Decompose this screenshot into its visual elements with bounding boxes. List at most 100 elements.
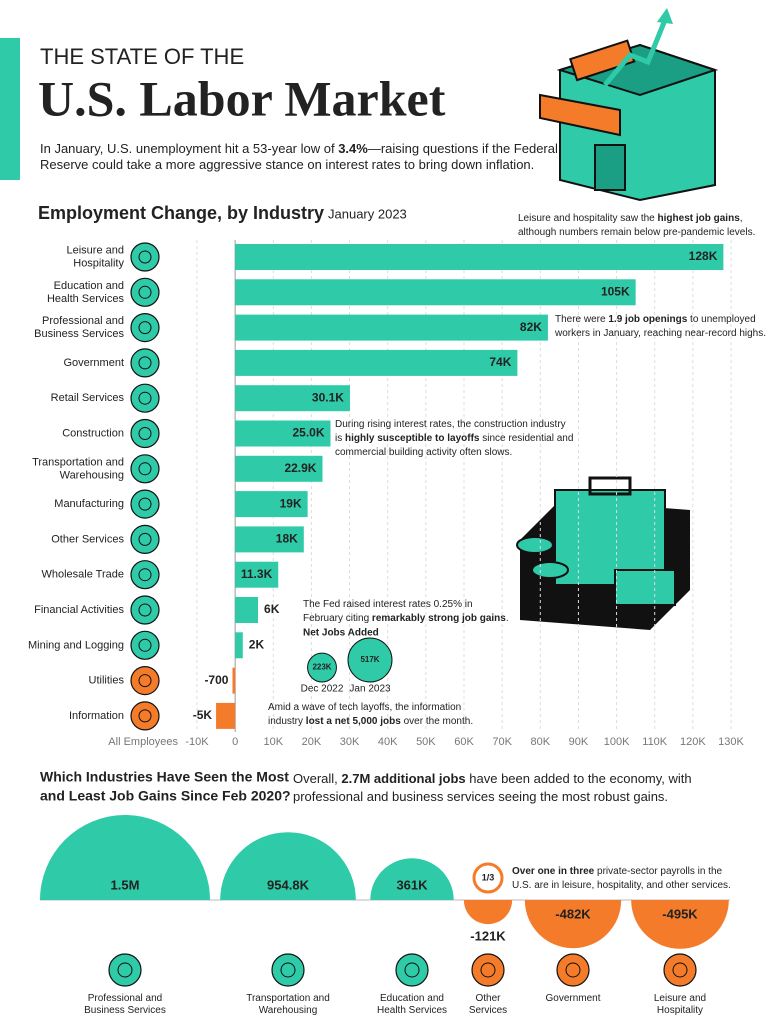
category-icon	[130, 383, 160, 413]
callout-badge	[472, 862, 504, 894]
callout-text: Over one in three private-sector payroll…	[512, 866, 723, 877]
category-label: Construction	[62, 427, 124, 439]
x-tick-label: 70K	[492, 736, 512, 748]
bar	[235, 420, 331, 447]
annotation-part: During rising interest rates, the constr…	[335, 419, 566, 430]
callout-text: U.S. are in leisure, hospitality, and ot…	[512, 880, 731, 891]
category-line: Education and	[380, 993, 444, 1004]
chart-title: Employment Change, by Industry	[38, 203, 324, 223]
category-icon-inner	[138, 321, 152, 335]
value-label: 74K	[489, 355, 511, 369]
category-line: Retail Services	[51, 392, 125, 404]
bubble	[307, 652, 337, 683]
chart-title: and Least Job Gains Since Feb 2020?	[40, 788, 291, 804]
category-icon-inner	[138, 603, 152, 617]
x-tick-label: 50K	[416, 736, 436, 748]
bar	[235, 526, 304, 553]
category-line: Other	[475, 993, 501, 1004]
value-label: -700	[204, 673, 228, 687]
bar	[235, 314, 548, 341]
value-label: 82K	[520, 320, 542, 334]
annotation-part: February citing	[303, 613, 372, 624]
category-line: Leisure and	[654, 993, 706, 1004]
annotation: although numbers remain below pre-pandem…	[518, 227, 755, 238]
category-label: Jan 2023	[349, 684, 391, 695]
category-label: Professional and Business Services	[84, 993, 166, 1016]
callout-text-part: U.S. are in leisure, hospitality, and ot…	[512, 880, 731, 891]
x-tick-label: 0	[232, 736, 238, 748]
x-axis-label: All Employees	[108, 736, 178, 748]
category-line: Professional and	[88, 993, 163, 1004]
category-icon-inner	[138, 391, 152, 405]
category-icon-inner	[138, 638, 152, 652]
annotation-part: .	[506, 613, 509, 624]
category-label: Government	[63, 357, 124, 369]
x-tick-label: 60K	[454, 736, 474, 748]
annotation-part: 1.9 job openings	[608, 314, 687, 325]
category-label: Professional and Business Services	[34, 315, 124, 340]
value-label: 128K	[689, 249, 718, 263]
category-line: Information	[69, 710, 124, 722]
category-label: Information	[69, 710, 124, 722]
accent-bar	[0, 38, 20, 180]
category-icon	[271, 953, 305, 987]
category-line: Construction	[62, 427, 124, 439]
value-label: 6K	[264, 602, 280, 616]
semicircle	[220, 832, 356, 900]
category-label: Mining and Logging	[28, 639, 124, 651]
annotation-part: Leisure and hospitality saw the	[518, 213, 658, 224]
intro-line-part: 3.4%	[338, 141, 368, 156]
chart-subtitle-part: 2.7M additional jobs	[341, 771, 465, 786]
annotation: workers in January, reaching near-record…	[554, 328, 766, 339]
value-label: 11.3K	[241, 567, 273, 581]
intro-line-part: In January, U.S. unemployment hit a 53-y…	[40, 141, 338, 156]
category-icon	[108, 953, 142, 987]
category-line: Transportation and	[246, 993, 330, 1004]
bar	[235, 597, 259, 623]
annotation-part: ,	[740, 213, 743, 224]
x-tick-label: 30K	[340, 736, 360, 748]
category-label: Financial Activities	[34, 604, 124, 616]
annotation-part: Amid a wave of tech layoffs, the informa…	[268, 702, 461, 713]
category-label: Transportation and Warehousing	[246, 993, 330, 1016]
category-icon	[471, 953, 505, 987]
bar	[235, 455, 323, 482]
chart-subtitle-part: have been added to the economy, with	[466, 771, 692, 786]
value-label: 1.5M	[111, 877, 140, 892]
category-icon-inner	[280, 962, 296, 978]
category-icon-inner	[138, 532, 152, 546]
category-icon	[130, 242, 160, 272]
category-label: Government	[545, 993, 600, 1004]
category-icon-inner	[138, 462, 152, 476]
annotation-part: highest job gains	[658, 213, 741, 224]
category-line: Business Services	[84, 1005, 166, 1016]
annotation: During rising interest rates, the constr…	[335, 419, 566, 430]
category-icon-inner	[138, 568, 152, 582]
chart-subtitle-part: Overall,	[293, 771, 341, 786]
category-icon-inner	[480, 962, 496, 978]
category-icon	[663, 953, 697, 987]
category-line: Professional and	[42, 315, 124, 327]
bar	[232, 667, 236, 694]
annotation: February citing remarkably strong job ga…	[303, 613, 509, 624]
x-tick-label: 100K	[604, 736, 630, 748]
intro-line-part: —raising questions if the Federal	[368, 141, 558, 156]
annotation: Leisure and hospitality saw the highest …	[518, 213, 743, 224]
annotation-part: lost a net 5,000 jobs	[306, 716, 401, 727]
annotation: industry lost a net 5,000 jobs over the …	[268, 716, 473, 727]
annotation: commercial building activity often slows…	[335, 447, 512, 458]
bar	[235, 561, 279, 588]
category-label: Transportation and Warehousing	[32, 456, 124, 481]
category-line: Health Services	[377, 1005, 447, 1016]
callout-text-part: Over one in three	[512, 866, 595, 877]
category-label: Leisure and Hospitality	[654, 993, 706, 1016]
value-label: 22.9K	[284, 461, 316, 475]
value-label: 19K	[280, 496, 302, 510]
annotation-part: commercial building activity often slows…	[335, 447, 512, 458]
value-label: 954.8K	[267, 877, 310, 892]
bar	[216, 702, 236, 729]
value-label: 30.1K	[312, 390, 344, 404]
category-icon	[130, 524, 160, 555]
bar-chart: Employment Change, by Industry January 20…	[28, 203, 766, 748]
value-label: 361K	[396, 877, 428, 892]
